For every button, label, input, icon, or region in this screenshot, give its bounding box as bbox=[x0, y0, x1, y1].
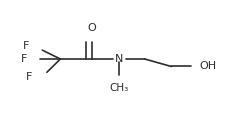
Text: F: F bbox=[26, 72, 33, 82]
Text: F: F bbox=[23, 41, 30, 51]
Text: F: F bbox=[21, 54, 27, 64]
Text: O: O bbox=[87, 23, 96, 33]
Text: CH₃: CH₃ bbox=[110, 83, 129, 93]
Text: N: N bbox=[115, 54, 124, 64]
Text: OH: OH bbox=[199, 61, 216, 72]
